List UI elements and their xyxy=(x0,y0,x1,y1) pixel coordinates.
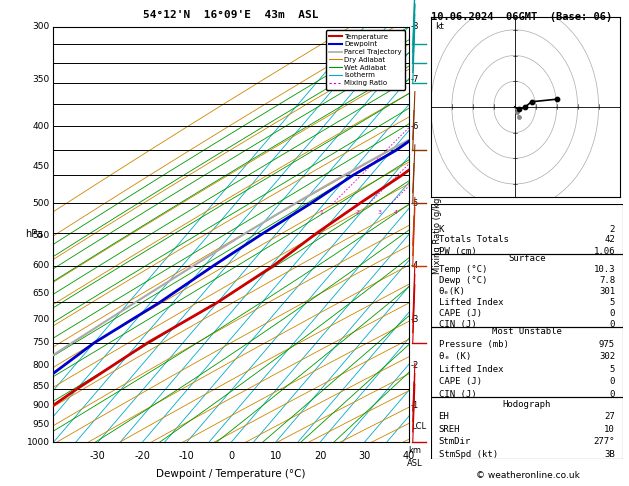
Text: 850: 850 xyxy=(33,382,50,391)
Text: 0: 0 xyxy=(610,319,615,329)
Text: Totals Totals: Totals Totals xyxy=(438,235,508,244)
Text: 301: 301 xyxy=(599,287,615,296)
Text: km: km xyxy=(409,447,422,455)
Text: 500: 500 xyxy=(33,199,50,208)
Text: CAPE (J): CAPE (J) xyxy=(438,377,482,386)
Text: 2: 2 xyxy=(355,210,360,215)
Point xyxy=(512,108,522,116)
Point xyxy=(514,113,524,121)
Text: 0: 0 xyxy=(610,390,615,399)
Text: hPa: hPa xyxy=(25,229,43,240)
Text: -6: -6 xyxy=(411,122,419,131)
Point xyxy=(520,103,530,111)
Text: © weatheronline.co.uk: © weatheronline.co.uk xyxy=(476,471,581,480)
Text: -7: -7 xyxy=(411,75,419,85)
Text: Surface: Surface xyxy=(508,255,545,263)
Point xyxy=(552,95,562,103)
Text: 950: 950 xyxy=(33,420,50,429)
Text: 0: 0 xyxy=(610,377,615,386)
Text: 302: 302 xyxy=(599,352,615,361)
Text: 0: 0 xyxy=(610,309,615,318)
Text: -10: -10 xyxy=(179,451,194,461)
Text: -2: -2 xyxy=(411,361,419,370)
Text: 350: 350 xyxy=(33,75,50,85)
Text: 300: 300 xyxy=(33,22,50,31)
Text: 4: 4 xyxy=(394,210,398,215)
Text: -1: -1 xyxy=(411,401,419,410)
Text: kt: kt xyxy=(435,22,443,32)
Text: 42: 42 xyxy=(604,235,615,244)
Text: Most Unstable: Most Unstable xyxy=(492,327,562,336)
Text: -20: -20 xyxy=(135,451,150,461)
Text: Temp (°C): Temp (°C) xyxy=(438,265,487,274)
Text: 54°12'N  16°09'E  43m  ASL: 54°12'N 16°09'E 43m ASL xyxy=(143,11,319,20)
Text: 10: 10 xyxy=(604,425,615,434)
Text: 20: 20 xyxy=(314,451,326,461)
Text: CIN (J): CIN (J) xyxy=(438,390,476,399)
Text: 5: 5 xyxy=(610,298,615,307)
Text: LCL: LCL xyxy=(411,422,426,431)
Text: 550: 550 xyxy=(33,231,50,241)
Text: StmDir: StmDir xyxy=(438,437,470,446)
Text: EH: EH xyxy=(438,412,449,421)
Text: 975: 975 xyxy=(599,340,615,348)
Text: 600: 600 xyxy=(33,261,50,270)
Text: Hodograph: Hodograph xyxy=(503,400,551,409)
Text: 27: 27 xyxy=(604,412,615,421)
Legend: Temperature, Dewpoint, Parcel Trajectory, Dry Adiabat, Wet Adiabat, Isotherm, Mi: Temperature, Dewpoint, Parcel Trajectory… xyxy=(326,30,405,89)
Text: 3B: 3B xyxy=(604,450,615,459)
Text: Lifted Index: Lifted Index xyxy=(438,364,503,374)
Text: StmSpd (kt): StmSpd (kt) xyxy=(438,450,498,459)
Text: 3: 3 xyxy=(377,210,382,215)
Point xyxy=(526,98,537,105)
Text: 5: 5 xyxy=(610,364,615,374)
Text: 1.06: 1.06 xyxy=(594,247,615,256)
Text: 10.3: 10.3 xyxy=(594,265,615,274)
Text: 7.8: 7.8 xyxy=(599,276,615,285)
Text: -30: -30 xyxy=(90,451,106,461)
Text: 900: 900 xyxy=(33,401,50,410)
Text: 1: 1 xyxy=(320,210,323,215)
Text: 0: 0 xyxy=(228,451,234,461)
Text: K: K xyxy=(438,225,444,234)
Text: 400: 400 xyxy=(33,122,50,131)
Text: Dewp (°C): Dewp (°C) xyxy=(438,276,487,285)
Text: 650: 650 xyxy=(33,289,50,298)
Text: CAPE (J): CAPE (J) xyxy=(438,309,482,318)
Text: SREH: SREH xyxy=(438,425,460,434)
Text: 800: 800 xyxy=(33,361,50,370)
Point xyxy=(514,105,524,113)
Text: 450: 450 xyxy=(33,162,50,171)
Text: -3: -3 xyxy=(411,314,419,324)
Text: 700: 700 xyxy=(33,314,50,324)
Text: 10: 10 xyxy=(269,451,282,461)
Text: 277°: 277° xyxy=(594,437,615,446)
Text: Lifted Index: Lifted Index xyxy=(438,298,503,307)
Text: θₑ (K): θₑ (K) xyxy=(438,352,470,361)
Text: 30: 30 xyxy=(359,451,370,461)
Text: -8: -8 xyxy=(411,22,419,31)
Text: PW (cm): PW (cm) xyxy=(438,247,476,256)
Text: -5: -5 xyxy=(411,199,419,208)
Text: Mixing Ratio (g/kg): Mixing Ratio (g/kg) xyxy=(433,195,442,274)
Text: Pressure (mb): Pressure (mb) xyxy=(438,340,508,348)
Text: CIN (J): CIN (J) xyxy=(438,319,476,329)
Text: 750: 750 xyxy=(33,338,50,347)
Text: 2: 2 xyxy=(610,225,615,234)
Text: ASL: ASL xyxy=(408,459,423,468)
Text: Dewpoint / Temperature (°C): Dewpoint / Temperature (°C) xyxy=(157,469,306,479)
Text: 40: 40 xyxy=(403,451,415,461)
Text: θₑ(K): θₑ(K) xyxy=(438,287,465,296)
Text: 10.06.2024  06GMT  (Base: 06): 10.06.2024 06GMT (Base: 06) xyxy=(431,12,613,22)
Text: 1000: 1000 xyxy=(27,438,50,447)
Text: -4: -4 xyxy=(411,261,419,270)
